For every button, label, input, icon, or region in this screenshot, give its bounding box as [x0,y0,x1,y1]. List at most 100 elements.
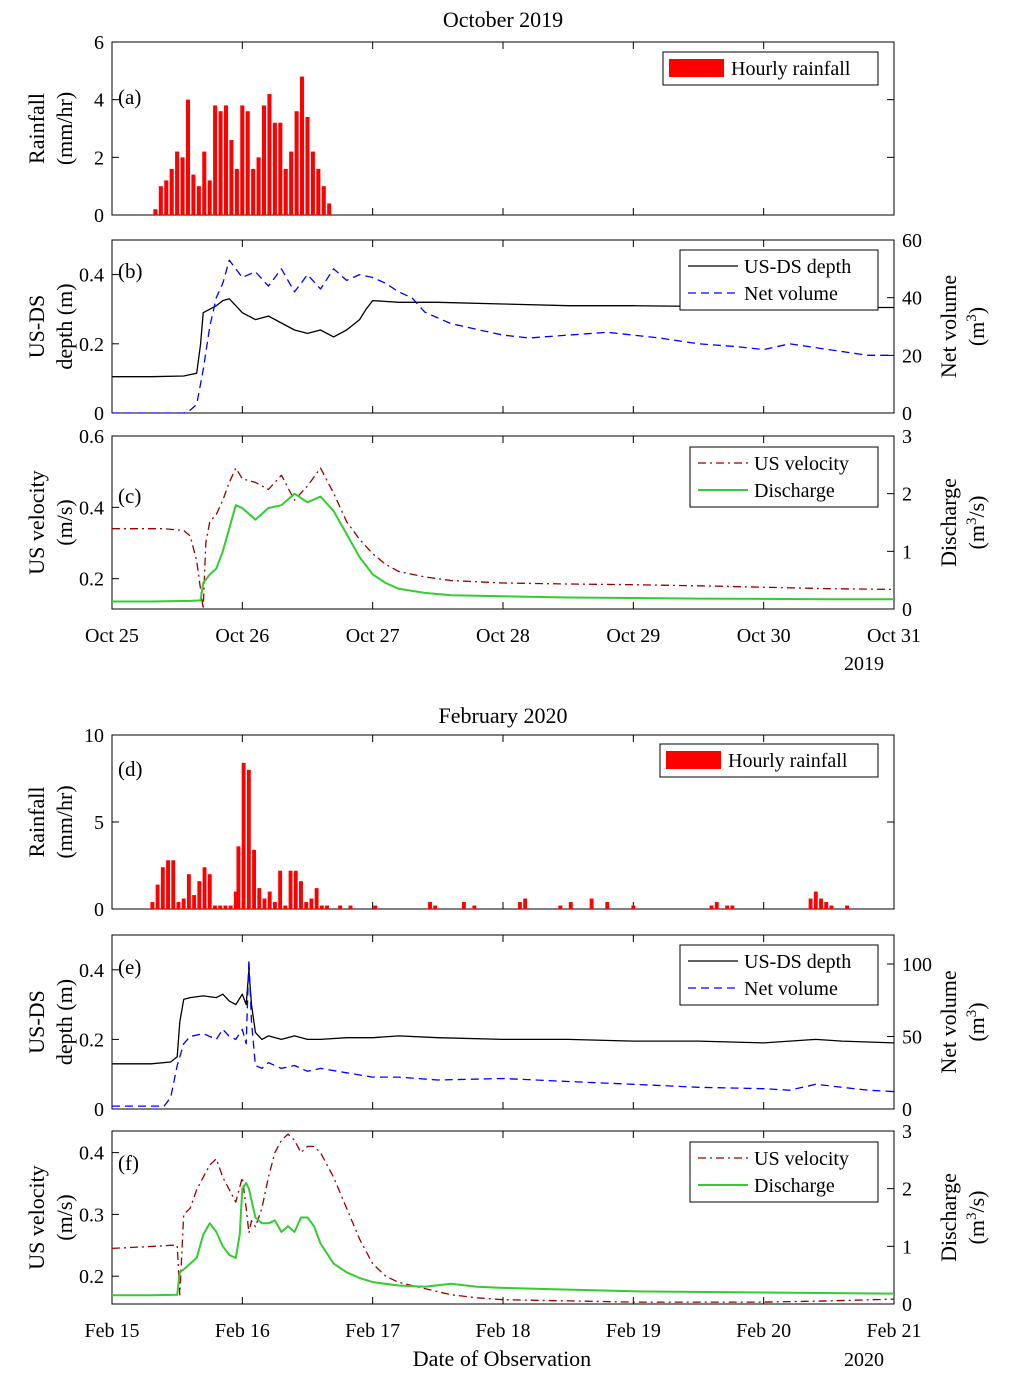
rainfall-bar [319,905,324,909]
rainfall-bar [472,905,477,909]
rainfall-bar [155,884,160,909]
discharge-line [112,1181,894,1297]
rainfall-bar [428,902,432,909]
panel-c-x-tick-label: Oct 26 [215,625,269,647]
panel-f-y-right-label-line: (m3/s) [964,1191,989,1245]
rainfall-bar [272,902,277,909]
rainfall-bar [373,905,378,909]
rainfall-bar [240,105,245,215]
rainfall-bar [267,891,272,909]
legend-label: US-DS depth [744,256,851,278]
panel-d-y-label: Rainfall (mm/hr) [24,785,77,858]
panel-a-letter: (a) [118,85,141,109]
rainfall-bar [808,898,813,909]
panel-e-y-label-line: US-DS [24,990,49,1054]
rainfall-bar [181,898,186,909]
panel-c-y-tick-label: 0.6 [79,426,104,448]
panel-f-y-tick-label: 0.2 [79,1266,104,1288]
rainfall-bar [251,168,256,215]
panel-c-y-right-tick-label: 0 [902,599,912,621]
panel-b-y-right-label-line: Net volume [936,275,961,378]
rainfall-bar [180,157,185,215]
rainfall-bar [300,76,305,215]
rainfall-bar [150,902,155,909]
superscript-rest: /s) [964,496,989,518]
x-axis-label: Date of Observation [413,1346,591,1371]
us-velocity-line [112,1133,894,1303]
panel-f-legend-box [689,1141,879,1203]
panel-f-y-right-tick-label: 0 [902,1294,912,1316]
panel-c-year-label: 2019 [844,653,884,675]
panel-f-y-right-tick-label: 2 [902,1179,912,1201]
rainfall-bar [228,905,233,909]
panel-b-y-right-tick-label: 60 [902,230,922,252]
panel-a-y-label-line: Rainfall [24,93,49,164]
rainfall-bar [213,905,217,909]
panel-f-data [112,1133,894,1303]
panel-c-y-right-label-line: (m3/s) [964,496,989,550]
rainfall-bar [278,122,283,215]
panel-c-y-label-line: (m/s) [52,499,77,545]
rainfall-bar [517,902,522,909]
rainfall-bar [325,905,330,909]
rainfall-bar [202,151,207,215]
panel-b-y-right-tick-label: 0 [902,403,912,425]
rainfall-bar [338,905,343,909]
rainfall-bar [267,93,272,215]
panel-b-data [112,259,894,413]
panel-c-x-tick-label: Oct 25 [85,625,139,647]
panel-f-y-label-line: (m/s) [52,1194,77,1240]
panel-c-x-tick-label: Oct 27 [346,625,400,647]
rainfall-bar [589,898,594,909]
rainfall-bar [327,203,332,215]
rainfall-bar [283,905,288,909]
superscript: 3 [964,1213,980,1221]
rainfall-bar [605,902,610,909]
rainfall-bar [461,902,466,909]
rainfall-bar [829,905,834,909]
us-ds-depth-line [112,969,894,1065]
panel-e-y-tick-label: 0.2 [79,1029,104,1051]
panel-b-y-label-line: US-DS [24,295,49,359]
rainfall-bar [299,881,303,909]
panel-c-y-right-tick-label: 2 [902,484,912,506]
panel-c-letter: (c) [118,484,141,508]
superscript-rest: ) [964,307,989,314]
legend-label: Net volume [744,283,838,305]
panel-c-y-tick-label: 0.2 [79,569,104,591]
panel-a: 0 2 4 6 Rainfall (mm/hr) (a) Hourly rainfall [24,32,895,227]
rainfall-bar [245,111,250,215]
legend-label: Discharge [754,1175,835,1197]
panel-c-y-tick-label: 0.4 [79,497,104,519]
superscript: 3 [964,1010,980,1018]
panel-e-y-label-line: depth (m) [52,979,77,1065]
rainfall-bar [314,888,319,909]
panel-e-y-right-tick-label: 0 [902,1099,912,1121]
legend-label: US velocity [754,1148,849,1170]
panel-b-y-tick-label: 0 [94,403,104,425]
panel-f-x-tick-label: Feb 15 [85,1320,140,1342]
rainfall-bar [185,99,191,215]
panel-d: 0 5 10 Rainfall (mm/hr) (d) Hourly rainfall [24,725,895,921]
superscript: 3 [964,314,980,322]
panel-f-y-right-tick-label: 1 [902,1236,912,1258]
rainfall-bar [241,762,246,909]
rainfall-bar [348,905,353,909]
panel-e-y-right-label: Net volume (m3) [936,970,989,1073]
panel-e-legend-box [679,944,879,1006]
rainfall-bar [257,888,262,909]
panel-f-x-tick-label: Feb 21 [867,1320,922,1342]
rainfall-bar [223,905,228,909]
rainfall-bar [229,140,234,215]
panel-a-y-label-line: (mm/hr) [52,92,77,165]
rainfall-bar [233,891,238,909]
rainfall-bar [236,846,241,909]
rainfall-bar [730,905,735,909]
rainfall-bar [558,905,563,909]
panel-f-letter: (f) [118,1151,139,1175]
rainfall-bar [283,168,288,215]
rainfall-bar [202,867,207,909]
